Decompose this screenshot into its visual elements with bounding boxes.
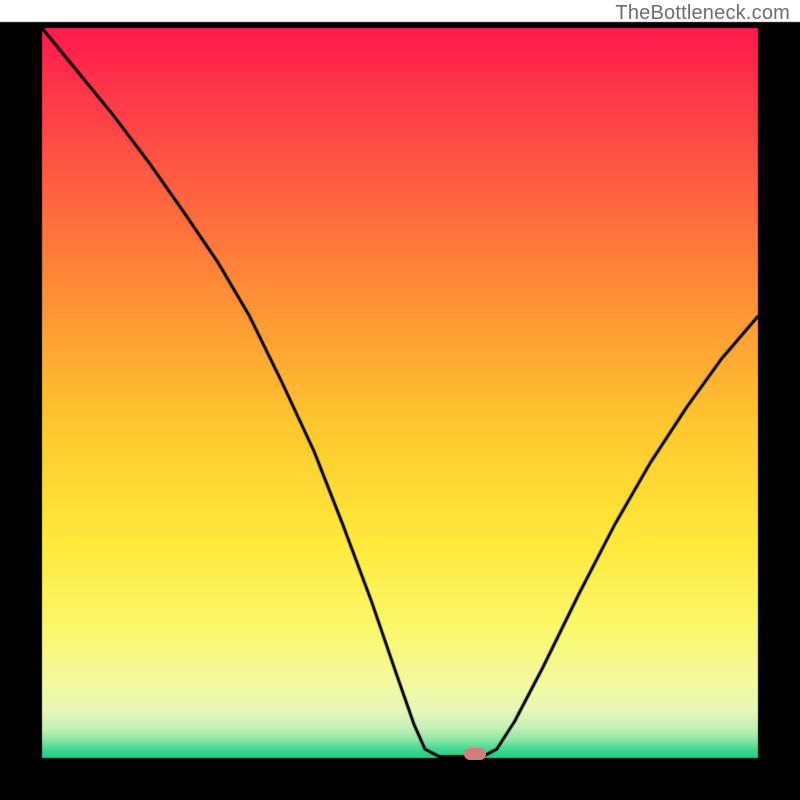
watermark-label: TheBottleneck.com <box>615 2 790 25</box>
bottleneck-chart-canvas <box>0 0 800 800</box>
optimal-point-marker <box>464 748 486 760</box>
